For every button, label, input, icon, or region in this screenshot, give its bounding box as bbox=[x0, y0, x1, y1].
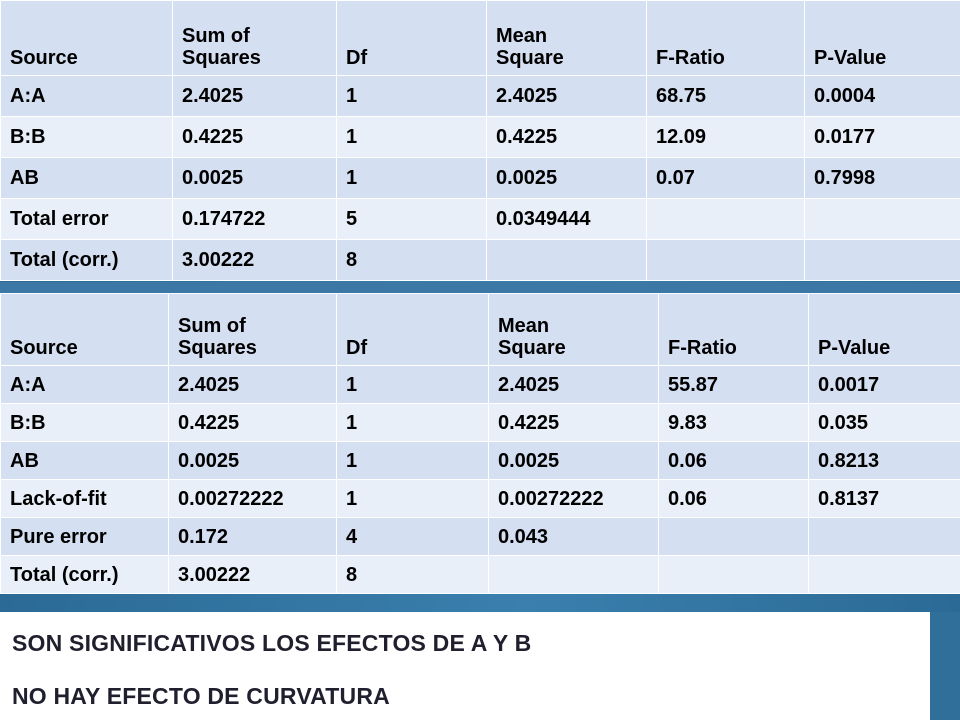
cell-df: 1 bbox=[336, 365, 489, 404]
cell-df: 5 bbox=[336, 198, 487, 240]
cell-source: Total (corr.) bbox=[0, 239, 173, 281]
cell-p-value: 0.8213 bbox=[808, 441, 960, 480]
cell-mean-square: 0.0025 bbox=[486, 157, 647, 199]
cell-sum-of-squares: 0.00272222 bbox=[168, 479, 337, 518]
header-mean-square: Mean Square bbox=[488, 293, 659, 366]
cell-p-value bbox=[808, 555, 960, 594]
header-mean-square: Mean Square bbox=[486, 0, 647, 76]
table-row: Total (corr.) 3.00222 8 bbox=[0, 239, 960, 281]
cell-f-ratio: 9.83 bbox=[658, 403, 809, 442]
slide-accent-bar bbox=[930, 612, 960, 720]
cell-p-value bbox=[804, 239, 960, 281]
cell-source: B:B bbox=[0, 403, 169, 442]
cell-p-value bbox=[808, 517, 960, 556]
cell-f-ratio bbox=[658, 555, 809, 594]
cell-sum-of-squares: 0.172 bbox=[168, 517, 337, 556]
cell-sum-of-squares: 0.0025 bbox=[172, 157, 337, 199]
header-df: Df bbox=[336, 293, 489, 366]
table-row: A:A 2.4025 1 2.4025 55.87 0.0017 bbox=[0, 365, 960, 404]
table-row: Total error 0.174722 5 0.0349444 bbox=[0, 198, 960, 240]
cell-df: 1 bbox=[336, 157, 487, 199]
cell-mean-square bbox=[486, 239, 647, 281]
cell-mean-square: 0.00272222 bbox=[488, 479, 659, 518]
header-p-value: P-Value bbox=[808, 293, 960, 366]
cell-df: 1 bbox=[336, 441, 489, 480]
cell-mean-square: 0.0349444 bbox=[486, 198, 647, 240]
cell-df: 1 bbox=[336, 75, 487, 117]
cell-mean-square: 0.4225 bbox=[486, 116, 647, 158]
table-header-row: Source Sum of Squares Df Mean Square F-Rat… bbox=[0, 0, 960, 76]
cell-mean-square: 2.4025 bbox=[488, 365, 659, 404]
table-header-row: Source Sum of Squares Df Mean Square F-Rat… bbox=[0, 293, 960, 366]
header-p-value: P-Value bbox=[804, 0, 960, 76]
cell-df: 8 bbox=[336, 239, 487, 281]
anova-table-full-model: Source Sum of Squares Df Mean Square F-Rat… bbox=[0, 0, 960, 281]
cell-sum-of-squares: 0.4225 bbox=[168, 403, 337, 442]
cell-p-value: 0.0004 bbox=[804, 75, 960, 117]
table-row: Total (corr.) 3.00222 8 bbox=[0, 555, 960, 594]
cell-f-ratio: 0.07 bbox=[646, 157, 805, 199]
cell-source: A:A bbox=[0, 75, 173, 117]
table-row: AB 0.0025 1 0.0025 0.06 0.8213 bbox=[0, 441, 960, 480]
header-f-ratio: F-Ratio bbox=[646, 0, 805, 76]
cell-p-value: 0.0177 bbox=[804, 116, 960, 158]
cell-df: 1 bbox=[336, 479, 489, 518]
cell-source: Total (corr.) bbox=[0, 555, 169, 594]
cell-source: AB bbox=[0, 157, 173, 199]
conclusion-no-curvature: NO HAY EFECTO DE CURVATURA bbox=[12, 683, 390, 709]
table-separator bbox=[0, 282, 960, 293]
cell-df: 4 bbox=[336, 517, 489, 556]
header-df: Df bbox=[336, 0, 487, 76]
cell-sum-of-squares: 3.00222 bbox=[172, 239, 337, 281]
cell-f-ratio: 55.87 bbox=[658, 365, 809, 404]
cell-mean-square: 0.043 bbox=[488, 517, 659, 556]
cell-mean-square bbox=[488, 555, 659, 594]
cell-source: A:A bbox=[0, 365, 169, 404]
cell-f-ratio: 12.09 bbox=[646, 116, 805, 158]
cell-sum-of-squares: 3.00222 bbox=[168, 555, 337, 594]
header-sum-of-squares: Sum of Squares bbox=[168, 293, 337, 366]
cell-f-ratio bbox=[646, 239, 805, 281]
cell-mean-square: 2.4025 bbox=[486, 75, 647, 117]
cell-f-ratio bbox=[658, 517, 809, 556]
table-row: A:A 2.4025 1 2.4025 68.75 0.0004 bbox=[0, 75, 960, 117]
cell-f-ratio: 68.75 bbox=[646, 75, 805, 117]
cell-sum-of-squares: 0.0025 bbox=[168, 441, 337, 480]
cell-sum-of-squares: 2.4025 bbox=[168, 365, 337, 404]
table-row: Lack-of-fit 0.00272222 1 0.00272222 0.06… bbox=[0, 479, 960, 518]
conclusion-box: SON SIGNIFICATIVOS LOS EFECTOS DE A Y B … bbox=[0, 612, 930, 720]
cell-p-value: 0.7998 bbox=[804, 157, 960, 199]
conclusion-significant-effects: SON SIGNIFICATIVOS LOS EFECTOS DE A Y B bbox=[12, 630, 532, 656]
anova-table-lack-of-fit: Source Sum of Squares Df Mean Square F-Rat… bbox=[0, 293, 960, 594]
header-source: Source bbox=[0, 293, 169, 366]
cell-sum-of-squares: 0.174722 bbox=[172, 198, 337, 240]
cell-df: 1 bbox=[336, 403, 489, 442]
cell-sum-of-squares: 0.4225 bbox=[172, 116, 337, 158]
cell-p-value: 0.8137 bbox=[808, 479, 960, 518]
header-sum-of-squares: Sum of Squares bbox=[172, 0, 337, 76]
header-source: Source bbox=[0, 0, 173, 76]
cell-f-ratio: 0.06 bbox=[658, 479, 809, 518]
cell-f-ratio: 0.06 bbox=[658, 441, 809, 480]
table-row: B:B 0.4225 1 0.4225 12.09 0.0177 bbox=[0, 116, 960, 158]
cell-source: Total error bbox=[0, 198, 173, 240]
table-row: AB 0.0025 1 0.0025 0.07 0.7998 bbox=[0, 157, 960, 199]
cell-mean-square: 0.0025 bbox=[488, 441, 659, 480]
cell-source: B:B bbox=[0, 116, 173, 158]
cell-df: 1 bbox=[336, 116, 487, 158]
cell-sum-of-squares: 2.4025 bbox=[172, 75, 337, 117]
cell-mean-square: 0.4225 bbox=[488, 403, 659, 442]
table-row: B:B 0.4225 1 0.4225 9.83 0.035 bbox=[0, 403, 960, 442]
cell-f-ratio bbox=[646, 198, 805, 240]
cell-df: 8 bbox=[336, 555, 489, 594]
cell-p-value bbox=[804, 198, 960, 240]
table-row: Pure error 0.172 4 0.043 bbox=[0, 517, 960, 556]
cell-source: AB bbox=[0, 441, 169, 480]
cell-source: Lack-of-fit bbox=[0, 479, 169, 518]
cell-p-value: 0.035 bbox=[808, 403, 960, 442]
cell-source: Pure error bbox=[0, 517, 169, 556]
header-f-ratio: F-Ratio bbox=[658, 293, 809, 366]
cell-p-value: 0.0017 bbox=[808, 365, 960, 404]
